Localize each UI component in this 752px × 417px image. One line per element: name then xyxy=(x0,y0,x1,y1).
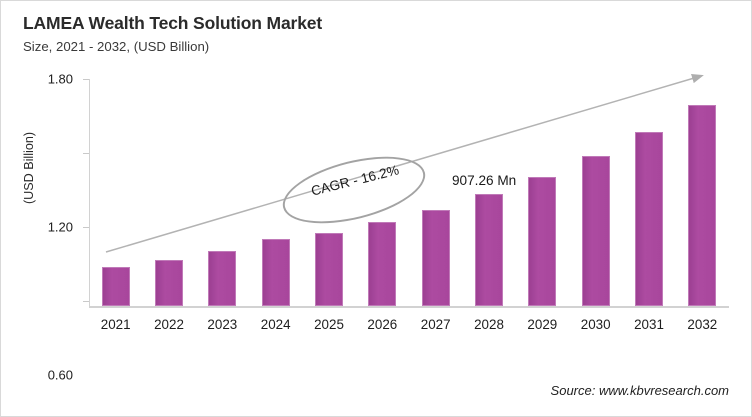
x-tick-label-2024: 2024 xyxy=(260,317,291,332)
x-axis-line xyxy=(89,306,729,308)
bar-2031[interactable] xyxy=(635,132,663,306)
y-tick-label: 1.80 xyxy=(47,71,73,87)
y-tick-label: 1.20 xyxy=(47,219,73,235)
bar-2024[interactable] xyxy=(261,239,290,306)
page-subtitle: Size, 2021 - 2032, (USD Billion) xyxy=(23,39,210,54)
x-tick-label-2032: 2032 xyxy=(687,317,718,332)
y-axis-title: (USD Billion) xyxy=(22,131,36,205)
bar-2029[interactable] xyxy=(528,176,557,306)
bar-2023[interactable] xyxy=(208,250,237,306)
x-tick-label-2031: 2031 xyxy=(634,317,664,332)
y-tick-mark: 0.60 xyxy=(48,227,89,383)
bar-2028[interactable] xyxy=(475,193,503,306)
y-tick-label: 0.60 xyxy=(47,367,73,383)
source-attribution: Source: www.kbvresearch.com xyxy=(550,383,729,398)
x-tick-label-2023: 2023 xyxy=(207,317,238,332)
x-tick-label-2029: 2029 xyxy=(527,317,558,332)
page-title: LAMEA Wealth Tech Solution Market xyxy=(23,13,323,33)
y-tick-mark: 1.20 xyxy=(48,153,89,235)
bar-2030[interactable] xyxy=(581,155,610,306)
bar-2026[interactable] xyxy=(368,222,397,306)
bar-2032[interactable] xyxy=(688,104,717,306)
x-tick-label-2030: 2030 xyxy=(580,317,611,332)
bar-2027[interactable] xyxy=(421,209,450,306)
y-tick-mark: 0.00 xyxy=(83,301,89,302)
bar-2022[interactable] xyxy=(155,260,183,306)
x-tick-label-2027: 2027 xyxy=(420,317,451,332)
y-axis-line xyxy=(89,79,90,307)
value-callout-label: 907.26 Mn xyxy=(452,173,517,188)
bar-2025[interactable] xyxy=(315,233,343,306)
y-tick-mark: 1.80 xyxy=(48,72,89,87)
x-tick-label-2022: 2022 xyxy=(154,317,184,332)
x-tick-label-2021: 2021 xyxy=(100,317,131,332)
x-tick-label-2025: 2025 xyxy=(314,317,344,332)
x-tick-label-2026: 2026 xyxy=(367,317,398,332)
x-tick-label-2028: 2028 xyxy=(474,317,504,332)
bar-2021[interactable] xyxy=(101,266,130,306)
